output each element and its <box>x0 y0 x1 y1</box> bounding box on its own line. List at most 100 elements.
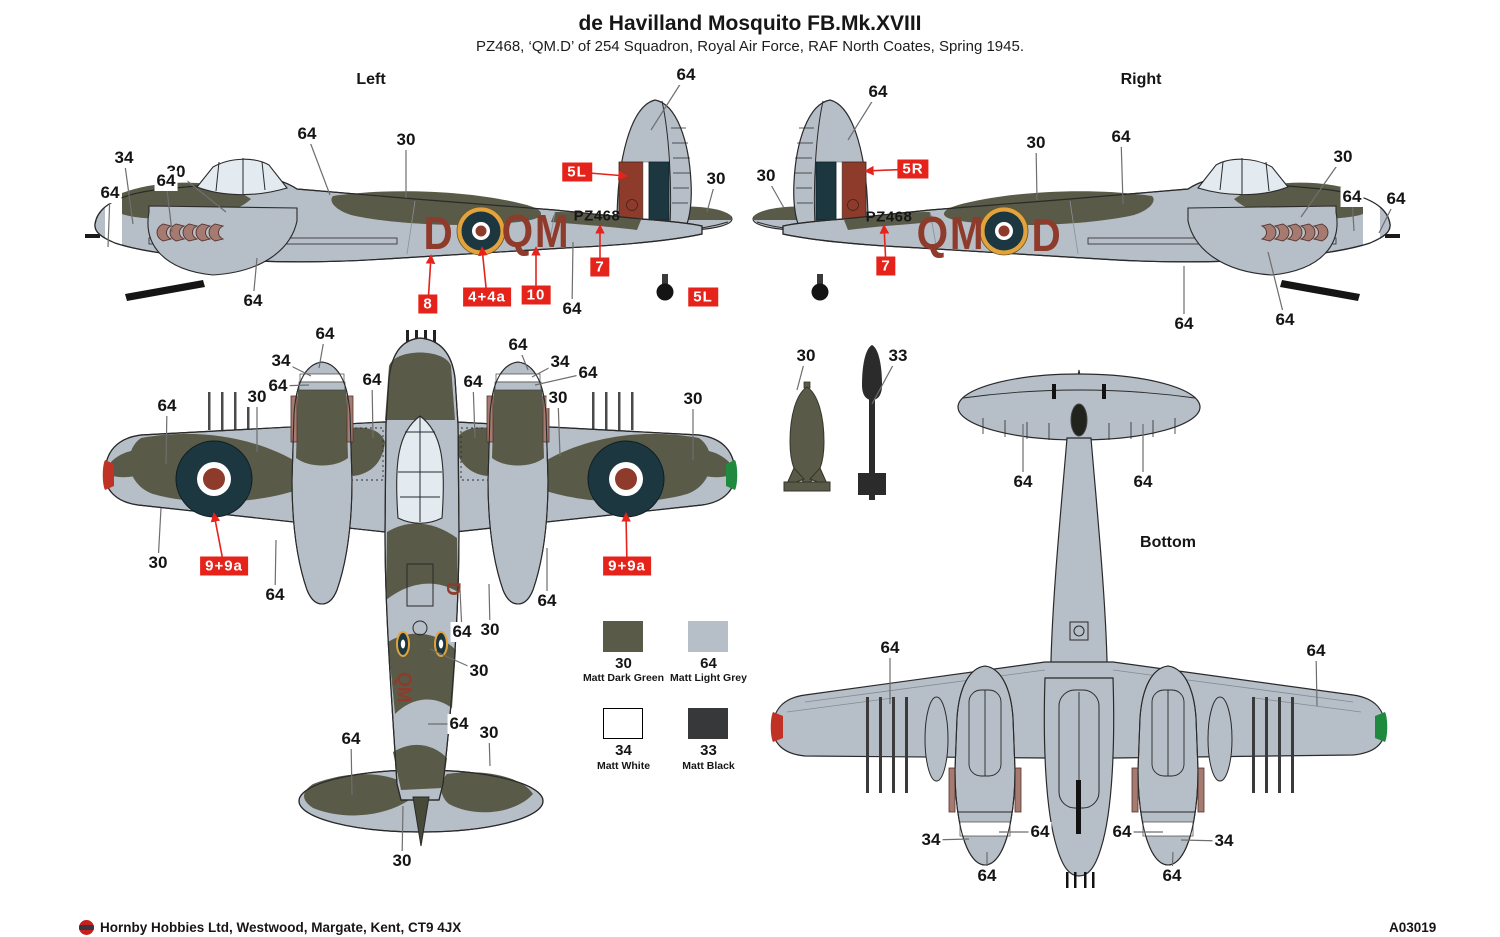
legend-item: 33 Matt Black <box>682 708 735 772</box>
paint-callout: 64 <box>878 638 902 658</box>
paint-callout: 64 <box>1172 314 1196 334</box>
paint-callout: 30 <box>754 166 778 186</box>
paint-callout: 64 <box>576 363 600 383</box>
nacelle-underside <box>948 665 1022 866</box>
paint-callout: 34 <box>1212 831 1236 851</box>
legend-item: 64 Matt Light Grey <box>670 621 747 684</box>
paint-callout: 30 <box>478 620 502 640</box>
paint-ref-box: 9+9a <box>603 556 651 576</box>
paint-ref-box: 9+9a <box>200 556 248 576</box>
humbrol-logo-icon <box>79 920 94 935</box>
code-letters-qm-left: QM <box>501 205 571 257</box>
right-profile-view <box>752 99 1401 302</box>
bomb-ordnance <box>783 381 831 492</box>
paint-callout: 64 <box>266 376 290 396</box>
paint-callout: 64 <box>154 171 178 191</box>
paint-ref-box: 5R <box>897 159 929 179</box>
code-letters-qm-right: QM <box>916 207 986 259</box>
paint-callout: 30 <box>245 387 269 407</box>
bottom-view-label: Bottom <box>1140 534 1196 551</box>
paint-callout: 64 <box>674 65 698 85</box>
paint-callout: 64 <box>1340 187 1364 207</box>
paint-callout: 64 <box>98 183 122 203</box>
paint-callout: 64 <box>560 299 584 319</box>
legend-item: 34 Matt White <box>596 708 651 772</box>
paint-name: Matt Dark Green <box>582 672 665 685</box>
color-legend: 30 Matt Dark Green 64 Matt Light Grey 34 Matt… <box>581 621 751 772</box>
paint-callout: 64 <box>447 714 471 734</box>
paint-callout: 30 <box>794 346 818 366</box>
legend-item: 30 Matt Dark Green <box>583 621 664 684</box>
code-letter-d-right: D <box>1031 209 1063 261</box>
paint-ref-box: 5L <box>688 287 718 307</box>
paint-callout: 34 <box>269 351 293 371</box>
paint-callout: 64 <box>866 82 890 102</box>
paint-callout: 64 <box>263 585 287 605</box>
paint-callout: 64 <box>1011 472 1035 492</box>
paint-callout: 64 <box>360 370 384 390</box>
paint-callout: 30 <box>467 661 491 681</box>
paint-callout: 64 <box>339 729 363 749</box>
paint-ref-box: 7 <box>590 257 610 277</box>
paint-callout: 64 <box>1028 822 1052 842</box>
paint-callout: 30 <box>704 169 728 189</box>
manufacturer-address: Hornby Hobbies Ltd, Westwood, Margate, K… <box>100 920 462 935</box>
paint-callout: 34 <box>548 352 572 372</box>
paint-callout: 34 <box>112 148 136 168</box>
serial-number-right: PZ468 <box>865 208 913 226</box>
fuselage-code-top-port: QM <box>393 672 414 703</box>
page-subtitle: PZ468, ‘QM.D’ of 254 Squadron, Royal Air… <box>475 38 1025 55</box>
paint-ref-box: 4+4a <box>463 287 511 307</box>
paint-callout: 64 <box>1304 641 1328 661</box>
paint-name: Matt White <box>596 759 651 772</box>
paint-ref-box: 7 <box>876 256 896 276</box>
page-title: de Havilland Mosquito FB.Mk.XVIII <box>578 12 922 35</box>
paint-callout: 64 <box>461 372 485 392</box>
paint-name: Matt Black <box>682 759 735 772</box>
paint-swatch <box>688 621 729 652</box>
paint-callout: 64 <box>241 291 265 311</box>
paint-callout: 30 <box>390 851 414 871</box>
paint-swatch <box>688 708 729 740</box>
paint-number: 30 <box>615 655 632 672</box>
paint-swatch <box>603 621 644 652</box>
paint-callout: 64 <box>295 124 319 144</box>
paint-callout: 64 <box>1131 472 1155 492</box>
paint-number: 34 <box>615 742 632 760</box>
paint-ref-box: 5L <box>562 162 592 182</box>
paint-callout: 30 <box>394 130 418 150</box>
paint-swatch <box>603 708 644 740</box>
code-letter-d-left: D <box>423 207 455 259</box>
paint-callout: 64 <box>155 396 179 416</box>
paint-callout: 30 <box>681 389 705 409</box>
paint-callout: 64 <box>450 622 474 642</box>
paint-ref-box: 10 <box>521 285 551 305</box>
fuselage-code-top-starboard: D <box>442 582 463 596</box>
paint-name: Matt Light Grey <box>669 672 747 685</box>
paint-callout: 30 <box>1024 133 1048 153</box>
engine-nacelle <box>290 361 354 605</box>
bottom-plan-view <box>770 369 1388 888</box>
paint-callout: 64 <box>975 866 999 886</box>
right-view-label: Right <box>1120 71 1162 88</box>
serial-number-left: PZ468 <box>573 207 621 225</box>
paint-callout: 64 <box>1110 822 1134 842</box>
paint-callout: 64 <box>313 324 337 344</box>
paint-callout: 64 <box>506 335 530 355</box>
paint-callout: 64 <box>1273 310 1297 330</box>
paint-callout: 30 <box>477 723 501 743</box>
paint-number: 33 <box>700 742 717 760</box>
paint-callout: 64 <box>1109 127 1133 147</box>
left-profile-view <box>84 99 733 302</box>
paint-callout: 33 <box>886 346 910 366</box>
paint-number: 64 <box>700 655 717 672</box>
top-plan-view: QM D <box>102 330 738 847</box>
paint-callout: 64 <box>535 591 559 611</box>
paint-ref-box: 8 <box>418 294 438 314</box>
paint-callout: 64 <box>1384 189 1408 209</box>
paint-callout: 30 <box>146 553 170 573</box>
kit-number: A03019 <box>1389 920 1437 935</box>
left-view-label: Left <box>356 71 386 88</box>
paint-callout: 64 <box>1160 866 1184 886</box>
paint-callout: 34 <box>919 830 943 850</box>
